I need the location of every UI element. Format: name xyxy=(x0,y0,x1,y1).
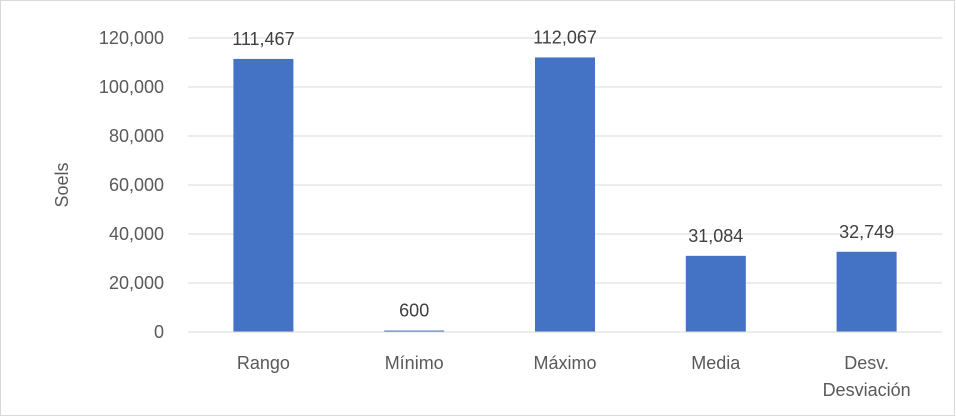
data-label: 31,084 xyxy=(688,226,743,246)
data-label: 111,467 xyxy=(232,29,294,49)
data-label: 600 xyxy=(399,301,429,321)
bars xyxy=(233,57,897,332)
y-tick-label: 40,000 xyxy=(109,224,164,244)
bar xyxy=(836,251,897,332)
y-tick-label: 80,000 xyxy=(109,126,164,146)
x-tick-label: Rango xyxy=(237,353,290,373)
data-labels: 111,467 600 112,067 31,084 32,749 xyxy=(232,27,894,320)
x-tick-label: Máximo xyxy=(533,353,596,373)
y-tick-label: 60,000 xyxy=(109,175,164,195)
x-axis-ticks: Rango Mínimo Máximo Media Desv. Desviación xyxy=(237,353,911,400)
data-label: 32,749 xyxy=(839,222,894,242)
bar xyxy=(384,330,445,332)
x-tick-label: Media xyxy=(691,353,741,373)
y-tick-label: 0 xyxy=(154,322,164,342)
y-tick-label: 20,000 xyxy=(109,273,164,293)
y-axis-ticks: 0 20,000 40,000 60,000 80,000 100,000 120,000 xyxy=(99,28,164,342)
x-tick-label: Desviación xyxy=(823,380,911,400)
bar xyxy=(233,58,294,332)
bar xyxy=(535,57,595,332)
x-tick-label: Mínimo xyxy=(385,353,444,373)
bar xyxy=(685,255,746,332)
y-axis-title: Soels xyxy=(52,162,72,207)
y-tick-label: 120,000 xyxy=(99,28,164,48)
x-tick-label: Desv. xyxy=(844,353,889,373)
data-label: 112,067 xyxy=(533,27,597,47)
y-tick-label: 100,000 xyxy=(99,77,164,97)
